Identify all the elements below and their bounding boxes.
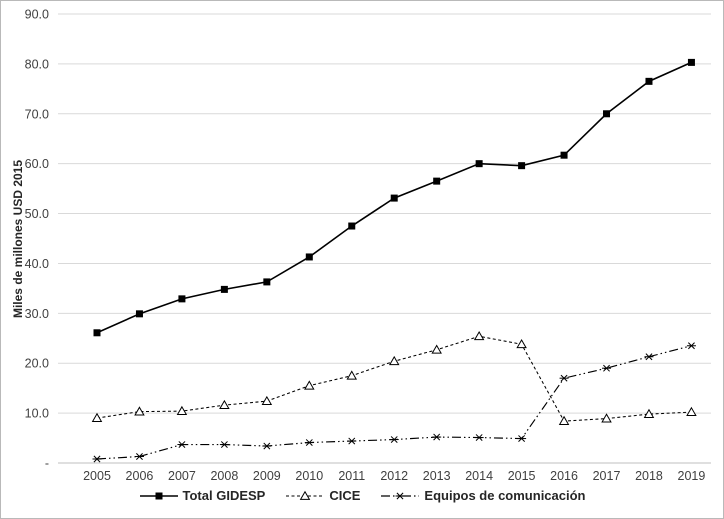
x-tick-label: 2005 (83, 469, 111, 483)
y-tick-label: 90.0 (25, 8, 49, 22)
x-tick-label: 2012 (380, 469, 408, 483)
y-tick-label: 80.0 (25, 57, 49, 71)
x-tick-label: 2006 (126, 469, 154, 483)
x-tick-label: 2018 (635, 469, 663, 483)
y-tick-label: 30.0 (25, 307, 49, 321)
x-tick-label: 2015 (508, 469, 536, 483)
legend-item-total-gidesp: Total GIDESP (139, 488, 266, 503)
legend-label: Total GIDESP (182, 488, 266, 503)
x-tick-label: 2019 (678, 469, 706, 483)
y-tick-label: 20.0 (25, 357, 49, 371)
legend-marker-total-gidesp-icon (139, 492, 178, 499)
legend-item-cice: CICE (285, 488, 360, 503)
y-tick-label: 40.0 (25, 257, 49, 271)
x-tick-label: 2014 (465, 469, 493, 483)
x-tick-label: 2017 (593, 469, 621, 483)
series-equipos-de-comunicacion (92, 342, 696, 463)
x-tick-label: 2007 (168, 469, 196, 483)
y-tick-label: 10.0 (25, 407, 49, 421)
x-tick-label: 2010 (295, 469, 323, 483)
x-tick-label: 2009 (253, 469, 281, 483)
legend-item-equipos-de-comunicacion: Equipos de comunicación (380, 488, 585, 503)
x-tick-labels: 2005 2006 2007 2008 2009 2010 2011 2012 2013 2014… (83, 469, 705, 483)
x-tick-label: 2016 (550, 469, 578, 483)
x-tick-label: 2008 (210, 469, 238, 483)
y-tick-label: 50.0 (25, 207, 49, 221)
x-tick-label: 2013 (423, 469, 451, 483)
legend-label: CICE (329, 488, 361, 503)
gridlines (58, 13, 711, 414)
legend-label: Equipos de comunicación (424, 488, 586, 503)
chart-legend: Total GIDESP CICE Equipos de comunicación (1, 488, 723, 503)
y-tick-label: 60.0 (25, 157, 49, 171)
legend-marker-equipos-de-comunicacion-icon (381, 492, 420, 499)
series-cice (91, 330, 697, 425)
legend-marker-cice-icon (286, 490, 325, 500)
y-tick-label: 70.0 (25, 107, 49, 121)
x-tick-label: 2011 (338, 469, 365, 483)
y-axis-title: Miles de millones USD 2015 (11, 160, 25, 318)
y-tick-labels: 90.0 80.0 70.0 60.0 50.0 40.0 30.0 20.0 10.0 - (25, 8, 49, 471)
y-tick-label: - (45, 457, 49, 471)
series-total-gidesp (93, 58, 695, 337)
